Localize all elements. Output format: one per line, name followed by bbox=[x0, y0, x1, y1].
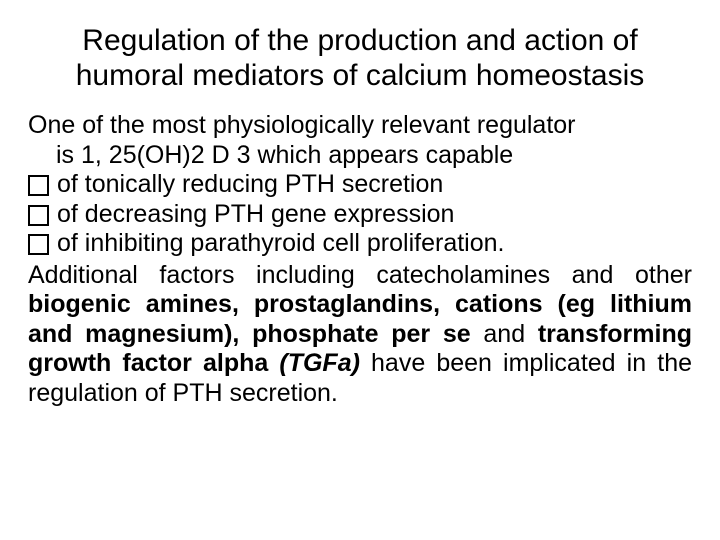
intro-line-1: One of the most physiologically relevant… bbox=[28, 111, 692, 141]
slide-title: Regulation of the production and action … bbox=[52, 24, 668, 93]
bullet-text: of inhibiting parathyroid cell prolifera… bbox=[57, 229, 692, 259]
bullet-item: of inhibiting parathyroid cell prolifera… bbox=[28, 229, 692, 259]
additional-factors-paragraph: Additional factors including catecholami… bbox=[28, 261, 692, 409]
square-bullet-icon bbox=[28, 175, 49, 196]
bullet-item: of tonically reducing PTH secretion bbox=[28, 170, 692, 200]
p2-text-a: Additional factors including catecholami… bbox=[28, 261, 692, 289]
p2-italic: (TGFa) bbox=[279, 349, 371, 377]
bullet-text: of tonically reducing PTH secretion bbox=[57, 170, 692, 200]
square-bullet-icon bbox=[28, 205, 49, 226]
slide: Regulation of the production and action … bbox=[0, 0, 720, 540]
intro-paragraph: One of the most physiologically relevant… bbox=[28, 111, 692, 170]
square-bullet-icon bbox=[28, 234, 49, 255]
p2-text-b: and bbox=[471, 320, 538, 348]
bullet-text: of decreasing PTH gene expression bbox=[57, 200, 692, 230]
bullet-item: of decreasing PTH gene expression bbox=[28, 200, 692, 230]
intro-line-2: is 1, 25(OH)2 D 3 which appears capable bbox=[28, 141, 692, 171]
slide-body: One of the most physiologically relevant… bbox=[28, 111, 692, 408]
